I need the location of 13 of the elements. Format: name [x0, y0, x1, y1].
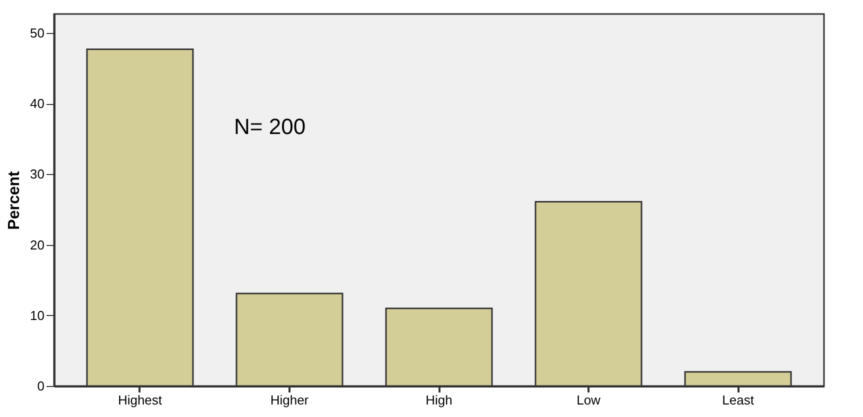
y-tick-label: 40 [30, 96, 44, 112]
y-tick-label: 50 [30, 26, 44, 41]
y-tick-label: 20 [30, 237, 44, 252]
x-tick-label: Higher [270, 392, 310, 408]
x-tick-label: Highest [118, 392, 162, 408]
y-tick-label: 0 [37, 378, 44, 394]
x-tick-label: Low [576, 392, 602, 408]
x-tick-label: Least [722, 392, 754, 408]
y-tick-label: 30 [30, 166, 44, 182]
x-tick-label: High [426, 392, 452, 408]
y-axis-title: Percent [6, 170, 24, 230]
y-tick-label: 10 [30, 308, 44, 323]
annotation: N= 200 [234, 114, 306, 139]
